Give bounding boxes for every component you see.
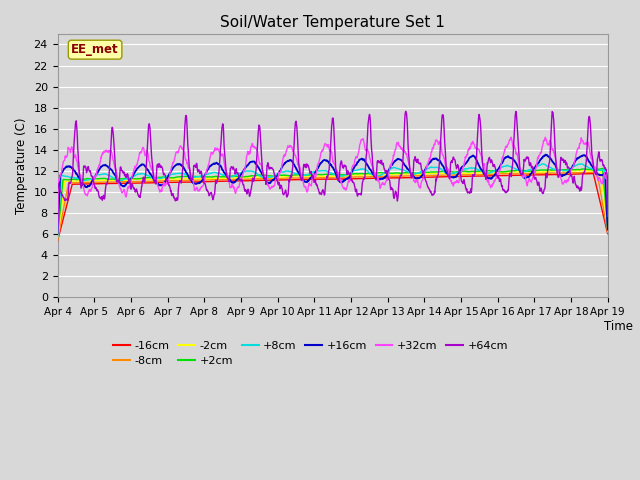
X-axis label: Time: Time bbox=[604, 320, 633, 333]
Legend: -16cm, -8cm, -2cm, +2cm, +8cm, +16cm, +32cm, +64cm: -16cm, -8cm, -2cm, +2cm, +8cm, +16cm, +3… bbox=[109, 336, 512, 371]
Title: Soil/Water Temperature Set 1: Soil/Water Temperature Set 1 bbox=[220, 15, 445, 30]
Text: EE_met: EE_met bbox=[71, 43, 119, 56]
Y-axis label: Temperature (C): Temperature (C) bbox=[15, 118, 28, 214]
